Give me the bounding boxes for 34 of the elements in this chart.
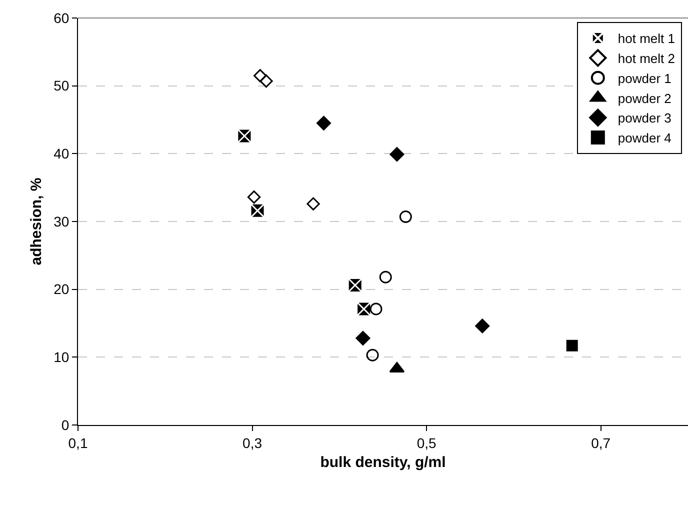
x-tick-label: 0,7 bbox=[591, 434, 611, 451]
point bbox=[236, 128, 252, 144]
y-tick-label: 10 bbox=[54, 349, 70, 366]
point bbox=[260, 74, 273, 88]
x-axis-title: bulk density, g/ml bbox=[320, 454, 446, 471]
x-tick-label: 0,1 bbox=[68, 434, 88, 451]
point bbox=[247, 190, 261, 204]
legend-label: powder 1 bbox=[618, 70, 672, 86]
y-tick-label: 40 bbox=[54, 146, 70, 162]
x-tick-label: 0,5 bbox=[416, 434, 437, 451]
point bbox=[316, 116, 331, 130]
point bbox=[366, 348, 379, 362]
point bbox=[347, 278, 363, 294]
point bbox=[306, 197, 320, 210]
point bbox=[566, 340, 578, 352]
legend-label: hot melt 2 bbox=[618, 50, 675, 66]
y-tick-label: 20 bbox=[54, 281, 70, 298]
point bbox=[390, 147, 404, 162]
point bbox=[370, 302, 382, 316]
point bbox=[356, 330, 370, 346]
y-tick-label: 50 bbox=[54, 78, 70, 94]
point bbox=[379, 270, 392, 284]
point bbox=[254, 69, 267, 82]
point bbox=[399, 210, 412, 223]
legend-label: powder 2 bbox=[618, 90, 672, 106]
x-tick-label: 0,3 bbox=[242, 434, 262, 451]
legend-label: hot melt 1 bbox=[618, 31, 675, 46]
legend-label: powder 4 bbox=[618, 130, 672, 146]
legend-label: powder 3 bbox=[618, 110, 672, 126]
y-tick-label: 30 bbox=[54, 213, 70, 230]
y-tick-label: 60 bbox=[54, 10, 70, 26]
point bbox=[475, 318, 490, 334]
y-tick-label: 0 bbox=[61, 416, 70, 433]
y-axis-title: adhesion, % bbox=[28, 178, 45, 266]
